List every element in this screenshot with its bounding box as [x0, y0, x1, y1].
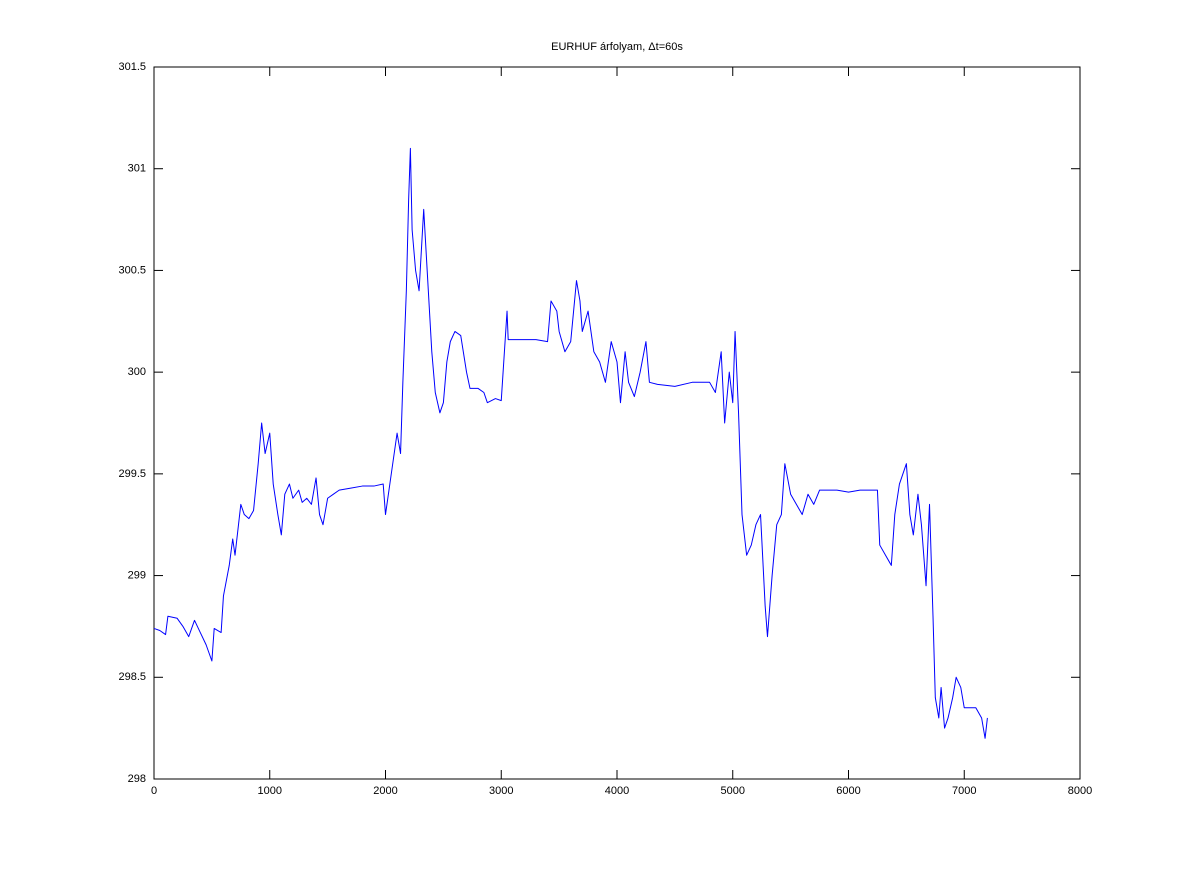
y-tick-label: 299.5: [118, 468, 146, 480]
chart-title: EURHUF árfolyam, Δt=60s: [551, 41, 683, 53]
x-tick-label: 3000: [489, 785, 513, 797]
x-tick-label: 1000: [258, 785, 282, 797]
plot-frame: [153, 66, 1081, 780]
y-tick-label: 301.5: [118, 61, 146, 73]
x-tick-label: 5000: [721, 785, 745, 797]
x-tick-label: 0: [151, 785, 157, 797]
x-tick-label: 8000: [1068, 785, 1092, 797]
y-tick-label: 301: [128, 163, 146, 175]
data-line: [153, 147, 988, 739]
x-tick-label: 7000: [952, 785, 976, 797]
x-tick-label: 2000: [373, 785, 397, 797]
y-tick-label: 298: [128, 773, 146, 785]
y-tick-label: 300.5: [118, 264, 146, 276]
x-tick-label: 6000: [836, 785, 860, 797]
y-tick-label: 299: [128, 569, 146, 581]
y-tick-label: 298.5: [118, 671, 146, 683]
x-tick-label: 4000: [605, 785, 629, 797]
y-tick-label: 300: [128, 366, 146, 378]
